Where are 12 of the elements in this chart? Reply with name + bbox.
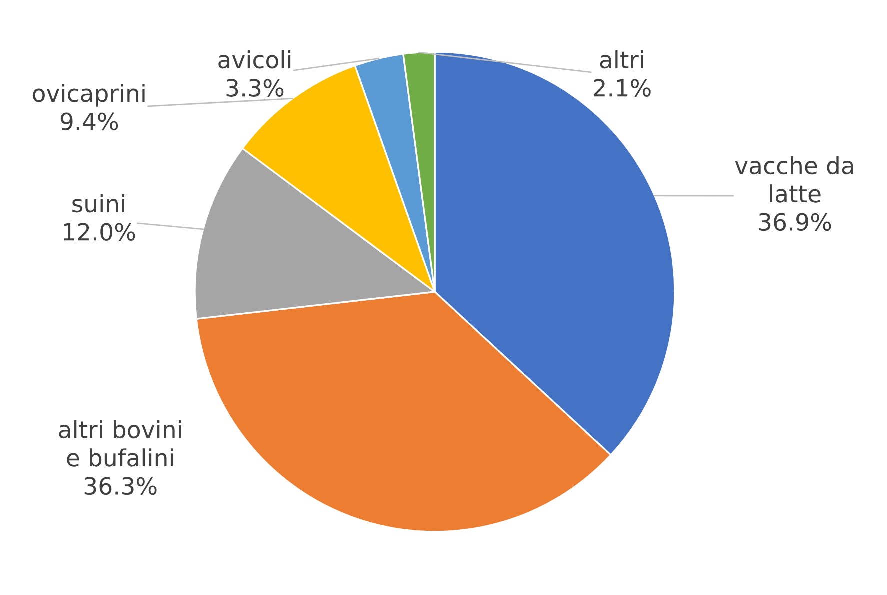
data-label: 3.3% — [226, 79, 284, 97]
slice-label: vacche da latte — [735, 156, 854, 203]
slice-label: altri — [600, 50, 644, 69]
data-label: 36.3% — [84, 477, 157, 496]
slice-label: altri bovini e bufalini — [59, 420, 182, 467]
data-label: 2.1% — [594, 79, 651, 97]
data-label: 12.0% — [64, 223, 136, 241]
data-label: 36.9% — [759, 213, 832, 232]
data-label: 9.4% — [60, 112, 118, 131]
slice-label: suini — [72, 194, 124, 213]
slice-label: avicoli — [218, 50, 291, 69]
slice-label: ovicaprini — [33, 84, 145, 107]
